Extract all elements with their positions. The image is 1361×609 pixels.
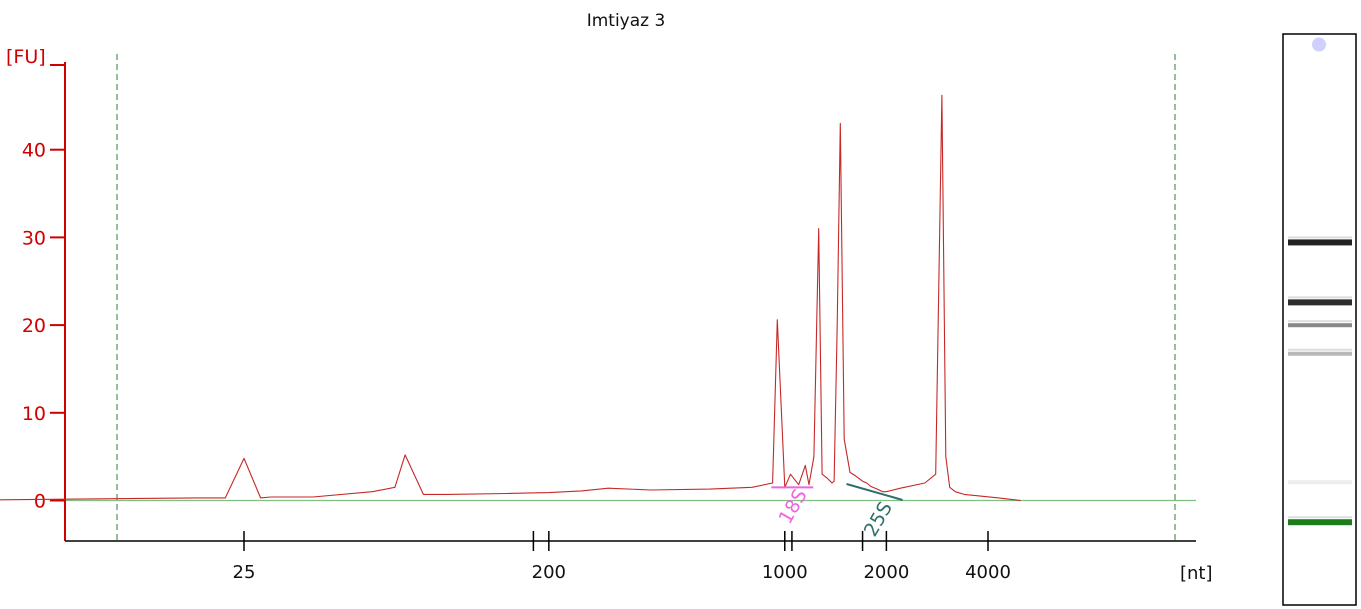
y-tick-label-20: 20 bbox=[22, 315, 46, 337]
gel-band-halo-4 bbox=[1288, 348, 1352, 351]
gel-band-halo-3 bbox=[1288, 320, 1352, 323]
gel-band-3 bbox=[1288, 323, 1352, 328]
x-tick-label-25: 25 bbox=[233, 562, 256, 583]
marker-layer: 18S 25S bbox=[771, 483, 903, 540]
y-axis-unit-label: [FU] bbox=[6, 46, 46, 68]
gel-band-4 bbox=[1288, 351, 1352, 356]
y-tick-label-40: 40 bbox=[22, 140, 46, 162]
gel-band-6 bbox=[1288, 519, 1352, 526]
gel-band-halo-1 bbox=[1288, 236, 1352, 239]
gel-lane-frame bbox=[1282, 33, 1357, 606]
gel-band-halo-2 bbox=[1288, 296, 1352, 299]
marker-25s-line bbox=[846, 483, 903, 501]
reference-lines bbox=[65, 54, 1196, 541]
y-tick-label-30: 30 bbox=[22, 227, 46, 249]
x-tick-label-1000: 1000 bbox=[762, 562, 808, 583]
x-tick-label-2000: 2000 bbox=[863, 562, 909, 583]
chart-title: Imtiyaz 3 bbox=[587, 11, 666, 31]
gel-band-5 bbox=[1288, 480, 1352, 485]
marker-18s-label: 18S bbox=[775, 485, 812, 527]
gel-band-2 bbox=[1288, 299, 1352, 306]
gel-top-marker bbox=[1312, 37, 1326, 52]
series-line-0 bbox=[0, 94, 1021, 502]
series-layer bbox=[0, 94, 1021, 502]
x-axis-unit-label: [nt] bbox=[1180, 563, 1213, 584]
gel-band-1 bbox=[1288, 239, 1352, 246]
marker-25s-label: 25S bbox=[860, 498, 897, 540]
x-tick-label-4000: 4000 bbox=[965, 562, 1011, 583]
gel-bands bbox=[1288, 37, 1352, 526]
x-axis: 25 200 1000 2000 4000 bbox=[65, 531, 1196, 583]
x-tick-label-200: 200 bbox=[532, 562, 566, 583]
y-tick-label-10: 10 bbox=[22, 403, 46, 425]
y-tick-label-0: 0 bbox=[34, 491, 46, 513]
gel-band-halo-6 bbox=[1288, 516, 1352, 519]
y-axis: 0 10 20 30 40 bbox=[22, 62, 66, 541]
gel-lane bbox=[1282, 33, 1357, 606]
